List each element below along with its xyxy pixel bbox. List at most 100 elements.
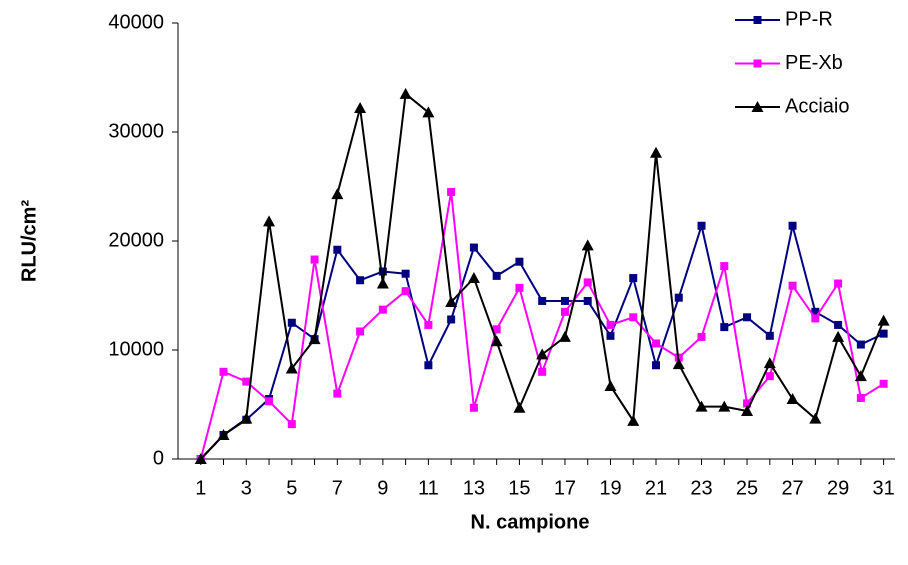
marker xyxy=(743,313,752,322)
marker xyxy=(333,245,342,254)
x-tick-label: 1 xyxy=(195,477,206,499)
marker xyxy=(467,272,480,284)
marker xyxy=(513,401,526,413)
marker xyxy=(538,296,547,305)
y-tick-label: 40000 xyxy=(108,11,164,33)
marker xyxy=(856,393,865,402)
marker xyxy=(538,367,547,376)
marker xyxy=(718,400,731,412)
marker xyxy=(560,296,569,305)
x-tick-label: 23 xyxy=(690,477,712,499)
marker xyxy=(811,314,820,323)
marker xyxy=(217,429,230,441)
marker xyxy=(310,255,319,264)
marker xyxy=(263,215,276,227)
marker xyxy=(695,400,708,412)
marker xyxy=(606,320,615,329)
marker xyxy=(194,453,207,464)
x-tick-label: 31 xyxy=(872,477,894,499)
marker xyxy=(650,146,662,158)
x-tick-label: 17 xyxy=(554,477,576,499)
marker xyxy=(490,335,503,347)
marker xyxy=(240,412,253,424)
marker xyxy=(333,389,342,398)
marker xyxy=(447,315,456,324)
marker xyxy=(287,420,296,429)
marker xyxy=(447,187,456,196)
legend-label: PP-R xyxy=(785,8,833,30)
marker xyxy=(753,59,762,68)
y-axis-title: RLU/cm² xyxy=(18,200,40,283)
marker xyxy=(445,296,458,308)
x-tick-label: 27 xyxy=(781,477,803,499)
marker xyxy=(786,393,799,405)
marker xyxy=(697,332,706,341)
marker xyxy=(811,307,820,316)
marker xyxy=(763,357,776,369)
marker xyxy=(331,188,344,200)
marker xyxy=(515,257,524,266)
marker xyxy=(629,274,638,283)
marker xyxy=(832,330,845,342)
marker xyxy=(856,340,865,349)
marker xyxy=(879,329,888,338)
marker xyxy=(378,267,387,276)
marker xyxy=(809,412,822,424)
marker xyxy=(492,325,501,334)
x-tick-label: 29 xyxy=(827,477,849,499)
marker xyxy=(697,221,706,230)
marker xyxy=(606,331,615,340)
legend-label: Acciaio xyxy=(785,95,849,117)
marker xyxy=(741,405,754,417)
x-tick-label: 11 xyxy=(418,477,439,499)
marker xyxy=(424,320,433,329)
marker xyxy=(401,269,410,278)
marker xyxy=(356,327,365,336)
marker xyxy=(399,87,412,99)
y-tick-label: 0 xyxy=(153,447,164,469)
marker xyxy=(376,277,389,289)
x-axis-title: N. campione xyxy=(471,511,590,533)
marker xyxy=(674,293,683,302)
marker xyxy=(492,271,501,280)
marker xyxy=(515,283,524,292)
marker xyxy=(583,278,592,287)
marker xyxy=(356,276,365,285)
marker xyxy=(788,281,797,290)
marker xyxy=(743,399,752,408)
marker xyxy=(753,16,762,24)
marker xyxy=(558,330,571,342)
x-tick-label: 15 xyxy=(508,477,530,499)
marker xyxy=(581,239,594,251)
marker xyxy=(378,305,387,314)
marker xyxy=(265,397,274,406)
y-tick-label: 30000 xyxy=(108,120,164,142)
marker xyxy=(308,333,321,345)
x-tick-label: 21 xyxy=(645,477,667,499)
series-line xyxy=(199,191,885,460)
x-tick-label: 3 xyxy=(241,477,252,499)
marker xyxy=(401,287,410,296)
marker xyxy=(720,262,729,271)
x-tick-label: 25 xyxy=(736,477,758,499)
marker xyxy=(583,296,592,305)
marker xyxy=(877,314,890,326)
marker xyxy=(652,361,660,370)
marker xyxy=(560,307,569,316)
x-tick-label: 13 xyxy=(463,477,485,499)
x-tick-label: 19 xyxy=(599,477,621,499)
marker xyxy=(834,320,843,329)
x-tick-label: 5 xyxy=(286,477,297,499)
marker xyxy=(627,414,640,426)
x-tick-label: 7 xyxy=(332,477,343,499)
marker xyxy=(469,403,478,412)
marker xyxy=(629,313,638,322)
y-tick-label: 10000 xyxy=(108,338,164,360)
marker xyxy=(287,318,296,327)
marker xyxy=(765,372,774,381)
x-tick-label: 9 xyxy=(377,477,388,499)
marker xyxy=(422,106,435,118)
marker xyxy=(652,339,660,348)
marker xyxy=(354,102,367,114)
